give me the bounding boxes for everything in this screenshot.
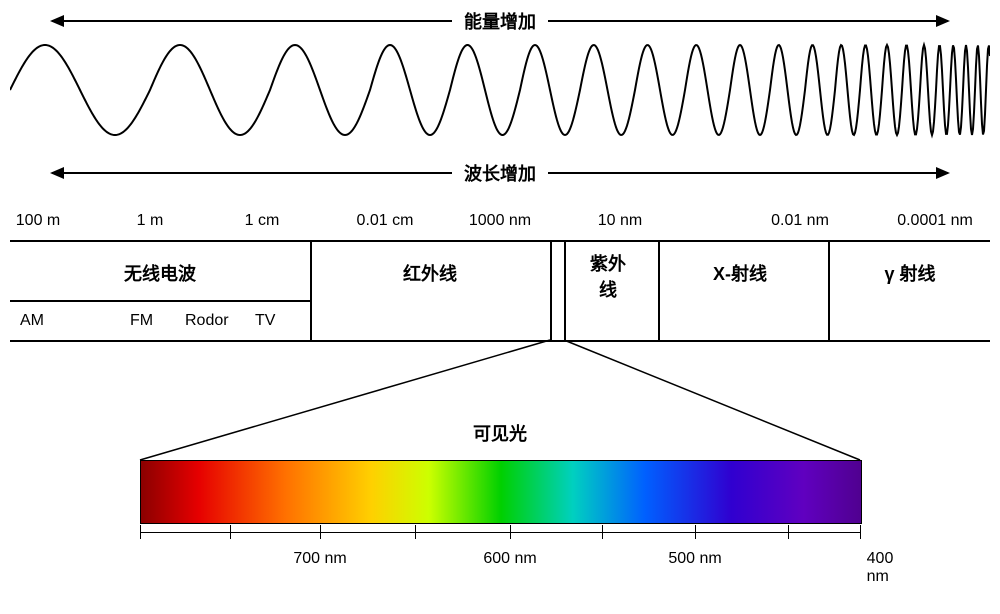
wavelength-label: 波长增加 [452, 160, 548, 186]
spectrum-tick-label: 500 nm [668, 550, 721, 568]
band-label: 无线电波 [124, 260, 196, 286]
subband-label: FM [130, 312, 153, 330]
band-divider [564, 240, 566, 340]
band-divider [828, 240, 830, 340]
scale-tick-label: 1 cm [245, 212, 280, 230]
scale-tick-label: 1000 nm [469, 212, 531, 230]
subband-label: AM [20, 312, 44, 330]
arrow-line-left [52, 20, 452, 22]
band-divider [658, 240, 660, 340]
spectrum-tick-label: 600 nm [483, 550, 536, 568]
arrow-line-left [52, 172, 452, 174]
spectrum-bar [140, 460, 862, 524]
subband-label: TV [255, 312, 275, 330]
wavelength-arrow-row: 波长增加 [0, 160, 1000, 186]
spectrum-tick [602, 525, 603, 539]
spectrum-axis [140, 532, 860, 533]
spectrum-tick [140, 525, 141, 539]
band-label: X-射线 [713, 260, 767, 286]
spectrum-tick-label: 700 nm [293, 550, 346, 568]
spectrum-tick-label: 400 nm [867, 550, 894, 586]
band-label: γ 射线 [884, 260, 935, 286]
spectrum-tick [230, 525, 231, 539]
frequency-wave [10, 35, 990, 145]
spectrum-tick [788, 525, 789, 539]
band-label: 紫外线 [590, 250, 626, 302]
visible-light-title: 可见光 [473, 420, 527, 446]
scale-tick-label: 100 m [16, 212, 60, 230]
band-divider [310, 240, 312, 340]
band-label: 红外线 [403, 260, 457, 286]
spectrum-tick [860, 525, 861, 539]
spectrum-tick [510, 525, 511, 539]
subband-label: Rodor [185, 312, 229, 330]
scale-tick-label: 0.01 nm [771, 212, 829, 230]
spectrum-tick [415, 525, 416, 539]
scale-tick-label: 10 nm [598, 212, 642, 230]
spectrum-tick [695, 525, 696, 539]
scale-tick-label: 0.0001 nm [897, 212, 973, 230]
scale-tick-label: 0.01 cm [357, 212, 414, 230]
visible-spectrum: 700 nm600 nm500 nm400 nm [140, 460, 860, 524]
band-divider [550, 240, 552, 340]
spectrum-tick [320, 525, 321, 539]
energy-arrow-row: 能量增加 [0, 8, 1000, 34]
scale-tick-label: 1 m [137, 212, 164, 230]
arrow-line-right [548, 172, 948, 174]
energy-label: 能量增加 [452, 8, 548, 34]
spectrum-bands: 无线电波 红外线 紫外线 X-射线 γ 射线 AM FM Rodor TV [10, 240, 990, 340]
arrow-line-right [548, 20, 948, 22]
